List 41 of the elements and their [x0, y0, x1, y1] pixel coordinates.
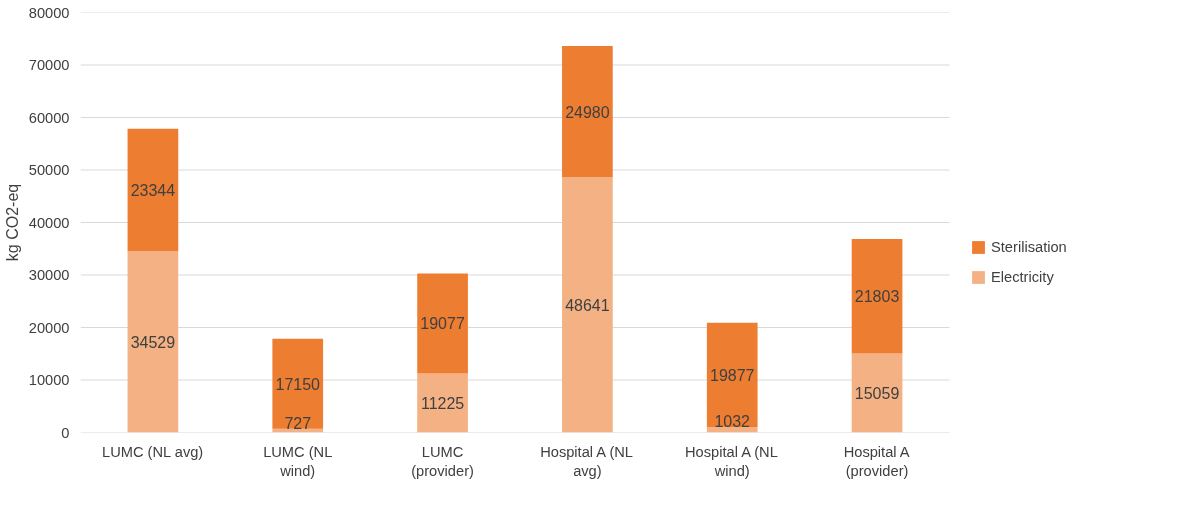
data-label: 17150: [275, 375, 321, 393]
bar: [706, 322, 758, 428]
data-label: 23344: [130, 181, 176, 199]
x-tick-label: Hospital A (provider): [843, 443, 910, 479]
data-label: 727: [284, 414, 312, 432]
x-tick-label: LUMC (NL avg): [102, 443, 204, 460]
y-tick-label: 40000: [28, 214, 70, 231]
legend-label: Electricity: [991, 269, 1054, 285]
data-label: 11225: [420, 395, 465, 413]
y-tick-label: 30000: [28, 267, 70, 283]
data-label: 48641: [565, 296, 610, 314]
y-tick-label: 20000: [28, 319, 70, 336]
bar: [851, 353, 903, 433]
bar: [417, 273, 468, 374]
y-axis-title: kg CO2-eq: [3, 183, 21, 262]
bar: [127, 251, 179, 433]
bar: [562, 177, 613, 433]
bar: [562, 45, 613, 178]
data-label: 19877: [709, 366, 755, 384]
bar: [706, 427, 758, 433]
y-tick-label: 50000: [28, 162, 70, 178]
data-label: 24980: [565, 103, 610, 121]
data-label: 19077: [420, 315, 465, 333]
y-tick-label: 10000: [28, 372, 70, 388]
y-tick-label: 60000: [28, 109, 70, 126]
data-label: 1032: [714, 413, 751, 431]
data-label: 34529: [130, 333, 176, 351]
legend-label: Sterilisation: [991, 239, 1067, 255]
bar: [417, 373, 468, 433]
data-label: 15059: [854, 384, 900, 402]
x-tick-label: Hospital A (NL wind): [684, 443, 778, 479]
x-tick-label: LUMC (provider): [411, 443, 474, 479]
x-tick-label: Hospital A (NL avg): [540, 443, 634, 479]
x-tick-label: LUMC (NL wind): [263, 443, 333, 479]
bar: [851, 238, 903, 354]
bar: [127, 128, 179, 252]
y-tick-label: 70000: [28, 57, 70, 73]
data-label: 21803: [854, 288, 900, 306]
y-tick-label: 0: [61, 424, 70, 441]
bar: [272, 338, 324, 429]
y-tick-label: 80000: [28, 4, 70, 21]
